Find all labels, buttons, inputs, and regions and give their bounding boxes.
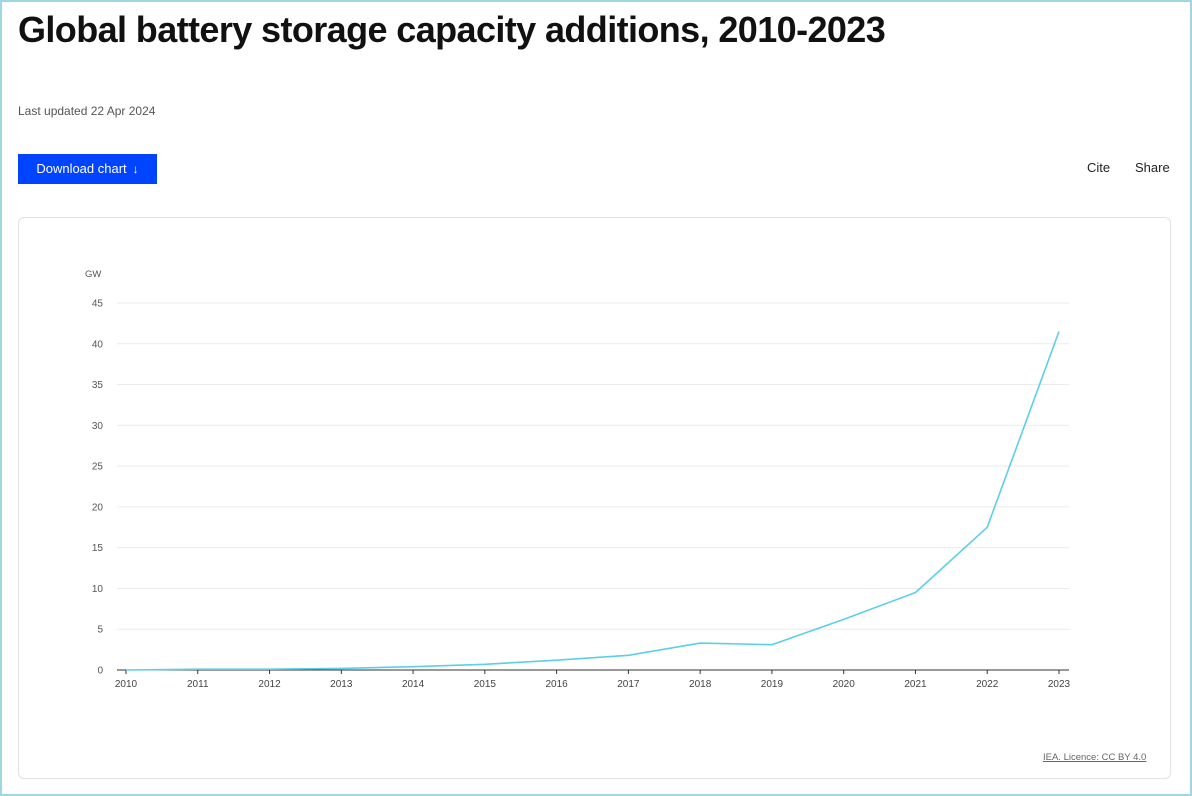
chart-card — [18, 217, 1171, 779]
x-tick-label: 2022 — [976, 679, 999, 690]
axes: GW 0 5 10 15 20 25 30 35 40 45 2010 2011 2012 2013 2014… — [85, 269, 1071, 690]
data-point — [771, 643, 774, 646]
data-point — [196, 668, 199, 671]
x-tick-label: 2015 — [474, 679, 497, 690]
data-point — [627, 654, 630, 657]
x-tick-label: 2014 — [402, 679, 425, 690]
data-point — [125, 669, 128, 672]
download-chart-button[interactable]: Download chart ↓ — [18, 154, 157, 184]
y-tick-label: 25 — [92, 462, 104, 473]
y-tick-label: 45 — [92, 299, 104, 310]
series — [125, 330, 1061, 672]
x-tick-label: 2011 — [187, 679, 209, 690]
series-line — [125, 331, 1060, 671]
y-tick-label: 0 — [97, 666, 103, 677]
data-point — [340, 667, 343, 670]
y-tick-label: 35 — [92, 380, 104, 391]
data-point — [268, 668, 271, 671]
download-chart-label: Download chart — [36, 161, 127, 176]
y-tick-label: 30 — [92, 421, 104, 432]
grid-lines — [117, 302, 1069, 630]
licence-link[interactable]: IEA. Licence: CC BY 4.0 — [1043, 752, 1147, 763]
share-link[interactable]: Share — [1135, 160, 1170, 175]
data-point — [986, 526, 989, 529]
x-tick-label: 2016 — [545, 679, 568, 690]
download-arrow-icon: ↓ — [132, 162, 139, 176]
y-tick-label: 10 — [92, 584, 104, 595]
y-axis-label: GW — [85, 269, 101, 280]
x-tick-label: 2018 — [689, 679, 712, 690]
y-tick-label: 20 — [92, 502, 104, 513]
data-point — [1058, 330, 1061, 333]
data-point — [555, 659, 558, 662]
y-tick-label: 40 — [92, 339, 104, 350]
data-point — [483, 663, 486, 666]
y-tick-label: 15 — [92, 543, 104, 554]
y-tick-label: 5 — [97, 625, 103, 636]
last-updated: Last updated 22 Apr 2024 — [18, 104, 156, 118]
data-point — [699, 642, 702, 645]
x-tick-label: 2021 — [904, 679, 927, 690]
cite-link[interactable]: Cite — [1087, 160, 1111, 175]
x-tick-label: 2019 — [761, 679, 784, 690]
x-tick-label: 2012 — [258, 679, 281, 690]
data-point — [914, 591, 917, 594]
x-tick-label: 2010 — [115, 679, 138, 690]
data-point — [412, 665, 415, 668]
x-tick-label: 2020 — [833, 679, 856, 690]
x-tick-label: 2013 — [330, 679, 353, 690]
page-title: Global battery storage capacity addition… — [18, 9, 886, 50]
data-point — [842, 618, 845, 621]
x-tick-label: 2017 — [617, 679, 640, 690]
x-tick-label: 2023 — [1048, 679, 1071, 690]
